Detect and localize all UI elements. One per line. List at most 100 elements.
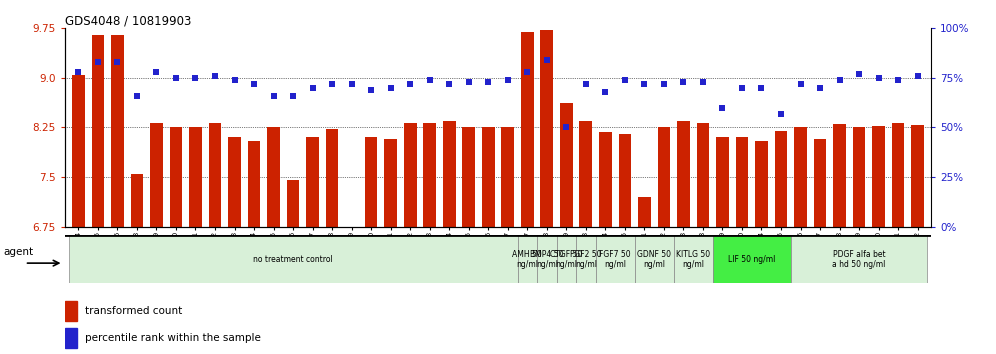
- Bar: [482, 127, 495, 227]
- Bar: [794, 127, 807, 227]
- Bar: [69, 235, 518, 283]
- Bar: [791, 235, 927, 283]
- Text: KITLG 50
ng/ml: KITLG 50 ng/ml: [676, 250, 710, 269]
- Bar: [814, 139, 827, 227]
- Point: [324, 81, 340, 87]
- Point: [364, 87, 379, 93]
- Bar: [677, 121, 690, 227]
- Bar: [599, 132, 612, 227]
- Bar: [443, 121, 455, 227]
- Point: [812, 85, 828, 91]
- Bar: [326, 130, 339, 227]
- Text: PDGF alfa bet
a hd 50 ng/ml: PDGF alfa bet a hd 50 ng/ml: [833, 250, 885, 269]
- Bar: [872, 126, 884, 227]
- Text: no treatment control: no treatment control: [253, 255, 333, 264]
- Bar: [501, 127, 514, 227]
- Bar: [384, 139, 397, 227]
- Bar: [423, 123, 436, 227]
- Point: [128, 93, 145, 98]
- Bar: [560, 103, 573, 227]
- Point: [793, 81, 809, 87]
- Point: [675, 79, 691, 85]
- Text: LIF 50 ng/ml: LIF 50 ng/ml: [728, 255, 776, 264]
- Point: [305, 85, 321, 91]
- Point: [695, 79, 711, 85]
- Bar: [248, 141, 260, 227]
- Point: [871, 75, 886, 81]
- Point: [110, 59, 125, 65]
- Bar: [736, 137, 748, 227]
- Bar: [537, 235, 557, 283]
- Bar: [365, 137, 377, 227]
- Point: [773, 111, 789, 116]
- Bar: [189, 127, 202, 227]
- Text: FGF7 50
ng/ml: FGF7 50 ng/ml: [600, 250, 630, 269]
- Point: [382, 85, 398, 91]
- Bar: [462, 127, 475, 227]
- Text: FGF2 50
ng/ml: FGF2 50 ng/ml: [570, 250, 602, 269]
- Text: agent: agent: [3, 247, 33, 257]
- Bar: [521, 32, 534, 227]
- Bar: [112, 35, 124, 227]
- Point: [207, 73, 223, 79]
- Point: [636, 81, 652, 87]
- Bar: [65, 301, 78, 321]
- Bar: [541, 30, 553, 227]
- Bar: [580, 121, 593, 227]
- Bar: [92, 35, 105, 227]
- Point: [539, 57, 555, 63]
- Bar: [228, 137, 241, 227]
- Point: [578, 81, 594, 87]
- Text: percentile rank within the sample: percentile rank within the sample: [85, 333, 261, 343]
- Bar: [834, 124, 846, 227]
- Point: [656, 81, 672, 87]
- Bar: [638, 197, 650, 227]
- Text: BMP4 50
ng/ml: BMP4 50 ng/ml: [530, 250, 564, 269]
- Bar: [891, 123, 904, 227]
- Point: [734, 85, 750, 91]
- Text: CTGF 50
ng/ml: CTGF 50 ng/ml: [550, 250, 583, 269]
- Bar: [150, 123, 162, 227]
- Bar: [403, 123, 416, 227]
- Bar: [634, 235, 673, 283]
- Bar: [755, 141, 768, 227]
- Point: [617, 77, 632, 83]
- Bar: [518, 235, 537, 283]
- Bar: [853, 127, 866, 227]
- Point: [851, 71, 867, 77]
- Point: [754, 85, 770, 91]
- Point: [402, 81, 418, 87]
- Bar: [657, 127, 670, 227]
- Bar: [65, 328, 78, 348]
- Text: transformed count: transformed count: [85, 306, 182, 316]
- Point: [246, 81, 262, 87]
- Bar: [287, 180, 300, 227]
- Bar: [130, 174, 143, 227]
- Point: [90, 59, 106, 65]
- Point: [71, 69, 87, 75]
- Bar: [716, 137, 729, 227]
- Point: [500, 77, 516, 83]
- Point: [909, 73, 925, 79]
- Bar: [596, 235, 634, 283]
- Point: [344, 81, 360, 87]
- Point: [890, 77, 906, 83]
- Bar: [713, 235, 791, 283]
- Bar: [775, 131, 787, 227]
- Point: [598, 89, 614, 95]
- Point: [832, 77, 848, 83]
- Bar: [576, 235, 596, 283]
- Bar: [619, 134, 631, 227]
- Bar: [267, 127, 280, 227]
- Bar: [673, 235, 713, 283]
- Bar: [911, 125, 924, 227]
- Text: AMH 50
ng/ml: AMH 50 ng/ml: [512, 250, 542, 269]
- Bar: [557, 235, 576, 283]
- Bar: [169, 127, 182, 227]
- Point: [148, 69, 164, 75]
- Point: [168, 75, 184, 81]
- Text: GDNF 50
ng/ml: GDNF 50 ng/ml: [637, 250, 671, 269]
- Bar: [306, 137, 319, 227]
- Bar: [346, 227, 358, 231]
- Point: [187, 75, 203, 81]
